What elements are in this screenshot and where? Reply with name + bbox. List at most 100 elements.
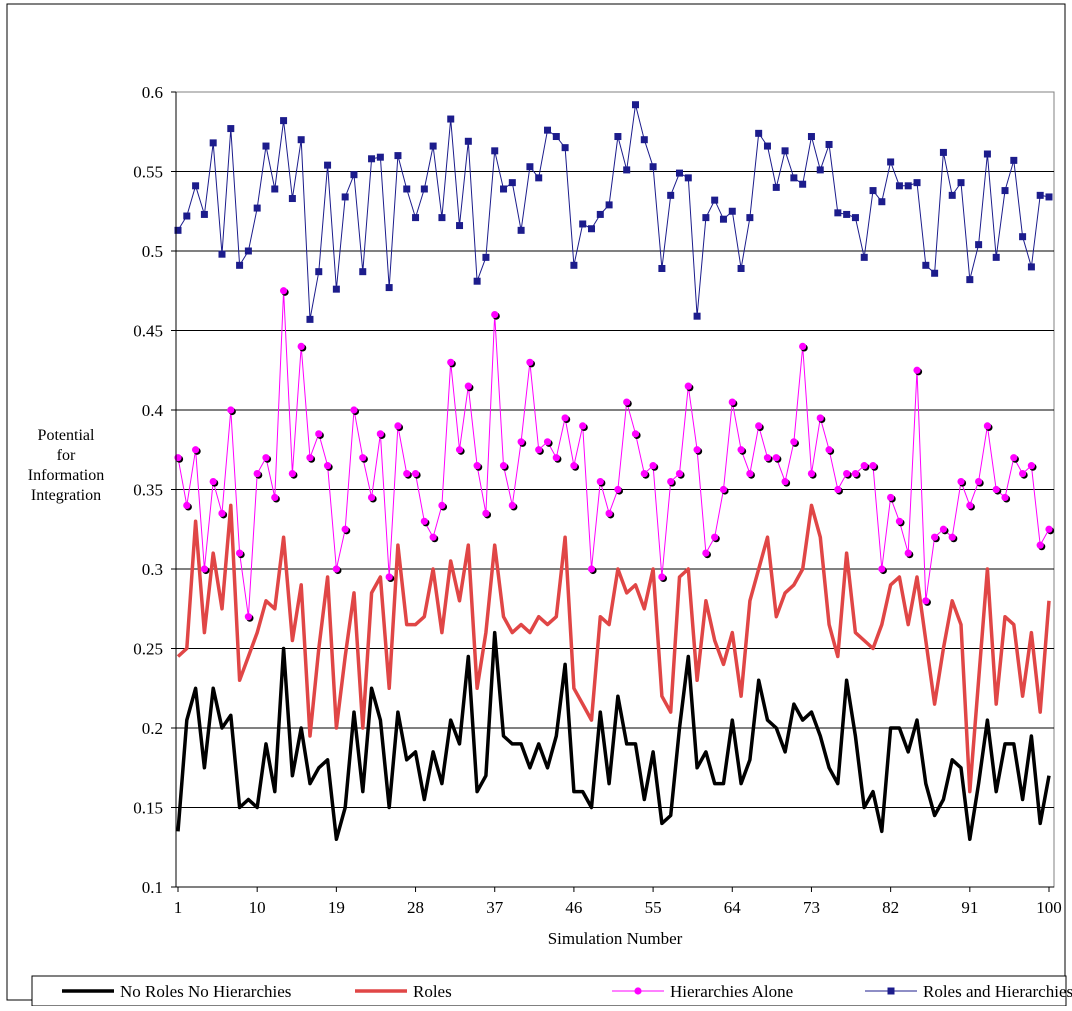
x-tick-label: 64 — [724, 898, 742, 917]
y-axis-label: Potential for Information Integration — [28, 427, 104, 504]
data-point — [253, 470, 261, 478]
y-axis-label-line: Information — [28, 467, 104, 484]
legend-marker — [634, 987, 642, 995]
data-point — [429, 142, 437, 150]
data-point — [1045, 525, 1053, 533]
data-point — [957, 477, 965, 486]
y-tick-label: 0.6 — [142, 83, 163, 102]
y-tick-label: 0.4 — [142, 401, 164, 420]
data-point — [473, 462, 481, 470]
x-tick-label: 55 — [645, 898, 662, 917]
data-point — [235, 549, 244, 557]
data-point — [236, 261, 244, 269]
y-axis-label-line: Integration — [31, 487, 101, 504]
y-tick-label: 0.55 — [133, 163, 163, 182]
data-point — [332, 565, 340, 573]
data-point — [517, 438, 525, 446]
data-point — [1010, 156, 1018, 164]
data-point — [368, 155, 376, 163]
data-point — [438, 501, 446, 509]
data-point — [737, 446, 745, 454]
data-point — [816, 414, 824, 422]
data-point — [1045, 193, 1053, 201]
data-point — [702, 214, 710, 222]
data-point — [851, 470, 860, 478]
data-point — [799, 342, 807, 350]
data-point — [781, 147, 789, 155]
legend-item: Roles — [355, 982, 452, 1001]
data-point — [737, 264, 745, 272]
data-point — [1019, 233, 1027, 241]
data-point — [975, 477, 983, 486]
y-tick-label: 0.3 — [142, 560, 163, 579]
data-point — [596, 210, 604, 218]
data-point — [851, 214, 859, 222]
data-point — [825, 446, 833, 454]
data-point — [376, 430, 384, 438]
data-point — [376, 153, 384, 161]
data-point — [262, 454, 270, 462]
data-point — [359, 268, 367, 276]
data-point — [966, 501, 974, 509]
series-line — [177, 104, 1050, 320]
data-point — [183, 501, 191, 509]
y-tick-label: 0.2 — [142, 719, 163, 738]
data-point — [552, 454, 560, 462]
data-point — [174, 226, 182, 234]
y-tick-label: 0.35 — [133, 481, 163, 500]
data-point — [218, 509, 226, 517]
data-point — [420, 517, 428, 525]
data-point — [253, 204, 261, 212]
data-point — [834, 485, 842, 494]
data-point — [649, 163, 657, 171]
legend-item: No Roles No Hierarchies — [62, 982, 291, 1001]
data-point — [227, 125, 235, 133]
data-point — [948, 533, 956, 541]
series-no-roles-no-hierarchies — [176, 630, 1051, 842]
series-hierarchies-alone — [174, 287, 1055, 622]
y-tick-label: 0.25 — [133, 640, 163, 659]
data-point — [781, 477, 789, 486]
data-point — [640, 136, 648, 144]
data-point — [631, 101, 639, 109]
data-point — [588, 225, 596, 233]
data-point — [192, 182, 200, 190]
x-tick-label: 37 — [486, 898, 504, 917]
data-point — [1027, 263, 1035, 271]
data-point — [526, 358, 534, 366]
y-tick-label: 0.5 — [142, 242, 163, 261]
x-tick-label: 91 — [961, 898, 978, 917]
data-point — [394, 152, 402, 160]
data-point — [878, 565, 886, 573]
data-point — [992, 253, 1000, 261]
x-tick-label: 82 — [882, 898, 899, 917]
legend-label: No Roles No Hierarchies — [120, 982, 291, 1001]
data-point — [200, 210, 208, 218]
legend-item: Hierarchies Alone — [612, 982, 793, 1001]
data-point — [675, 169, 683, 177]
data-point — [816, 166, 824, 174]
data-point — [711, 196, 719, 204]
data-point — [306, 454, 314, 462]
data-point — [535, 174, 543, 182]
data-point — [491, 311, 499, 319]
data-point — [1036, 541, 1044, 549]
data-point — [447, 358, 455, 366]
data-point — [790, 438, 798, 446]
data-point — [394, 422, 402, 430]
data-point — [209, 139, 217, 147]
x-tick-label: 10 — [249, 898, 266, 917]
data-point — [464, 137, 472, 145]
data-point — [183, 212, 191, 220]
data-point — [860, 253, 868, 261]
legend-label: Roles — [413, 982, 452, 1001]
data-point — [385, 573, 393, 581]
series-group — [174, 101, 1055, 842]
data-point — [623, 166, 631, 174]
data-point — [297, 342, 305, 350]
data-point — [324, 161, 332, 169]
data-point — [271, 493, 279, 502]
data-point — [755, 422, 763, 430]
data-point — [561, 414, 569, 422]
data-point — [227, 406, 235, 414]
